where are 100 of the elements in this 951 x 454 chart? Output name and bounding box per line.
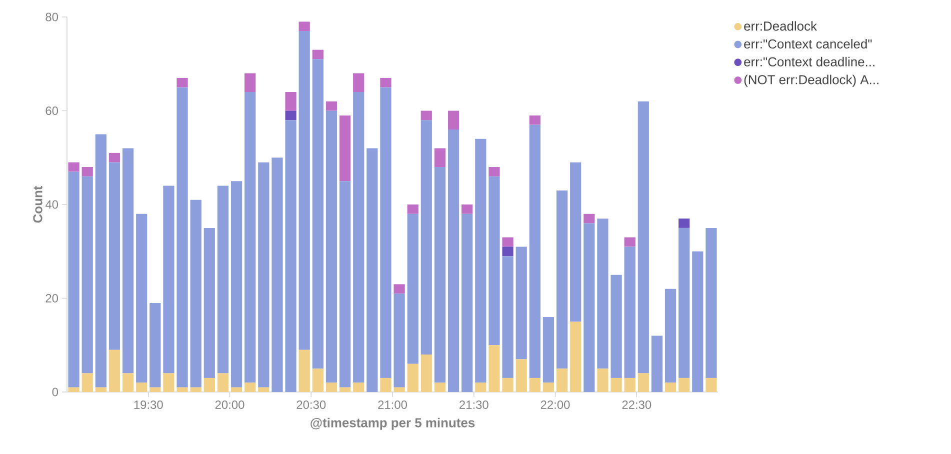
legend-label: err:"Context canceled" <box>744 39 872 49</box>
legend-label: (NOT err:Deadlock) A... <box>744 74 878 87</box>
bar <box>68 387 80 392</box>
bar <box>597 218 608 369</box>
bar <box>584 223 595 392</box>
x-tick-label: 21:30 <box>460 400 488 409</box>
bar <box>542 317 554 383</box>
bar <box>326 382 338 392</box>
bar <box>312 50 324 60</box>
bar <box>163 186 174 374</box>
bar <box>298 350 310 392</box>
legend-label: err:Deadlock <box>744 21 818 31</box>
bar <box>407 214 418 364</box>
bar <box>610 378 622 392</box>
bar <box>556 368 568 392</box>
y-tick-label: 0 <box>52 388 58 396</box>
bar <box>475 138 486 383</box>
bar <box>150 302 161 388</box>
y-tick-label: 60 <box>46 106 58 115</box>
bar <box>624 378 636 392</box>
bar <box>664 288 676 383</box>
bar <box>353 92 364 383</box>
bar <box>420 354 432 392</box>
bar <box>610 274 622 378</box>
bar <box>678 218 690 228</box>
bar <box>108 152 120 162</box>
bar <box>150 387 161 392</box>
bar <box>204 228 215 378</box>
bar <box>312 59 324 369</box>
bar <box>624 237 636 247</box>
bar <box>516 359 527 392</box>
bar <box>502 237 514 247</box>
bar <box>217 186 229 374</box>
bar <box>258 387 270 392</box>
bar <box>651 336 663 392</box>
bar <box>258 162 270 388</box>
y-axis-title: Count <box>33 186 42 223</box>
bar <box>394 294 405 388</box>
bar <box>488 176 500 346</box>
bar <box>434 148 446 167</box>
bar <box>136 382 148 392</box>
bar <box>285 120 296 392</box>
bar <box>312 368 324 392</box>
bar <box>407 204 418 214</box>
bar <box>556 190 568 369</box>
bar <box>488 345 500 392</box>
bar <box>597 368 608 392</box>
bar <box>339 387 351 392</box>
bar <box>95 387 106 392</box>
bar <box>638 101 649 374</box>
bar <box>420 110 432 120</box>
bar <box>420 120 432 354</box>
bar <box>502 256 514 378</box>
y-tick-label: 20 <box>46 294 58 302</box>
bar <box>584 214 595 224</box>
bar <box>664 382 676 392</box>
bar <box>95 134 106 388</box>
bar <box>326 101 338 111</box>
bar <box>68 162 80 172</box>
bar <box>570 322 582 392</box>
bar <box>285 92 296 111</box>
bar <box>488 167 500 176</box>
bar <box>462 214 473 392</box>
bar <box>285 110 296 120</box>
bar <box>230 387 242 392</box>
bar <box>122 148 134 374</box>
bar <box>678 378 690 392</box>
x-tick-label: 19:30 <box>134 400 163 409</box>
bar <box>353 382 364 392</box>
bar <box>244 73 256 92</box>
bar <box>380 78 392 88</box>
bar <box>190 387 202 392</box>
bar <box>136 214 148 383</box>
bar <box>570 162 582 322</box>
x-tick-label: 20:00 <box>215 400 244 409</box>
bar <box>82 373 93 392</box>
x-tick-label: 22:30 <box>622 400 652 409</box>
bar <box>108 350 120 392</box>
bar <box>190 200 202 388</box>
x-tick-label: 22:00 <box>540 400 570 409</box>
bar <box>434 167 446 383</box>
bar <box>529 115 540 125</box>
bar <box>394 387 405 392</box>
bar <box>339 115 351 182</box>
bar <box>462 204 473 214</box>
bar <box>678 228 690 378</box>
bar <box>176 78 188 88</box>
bar <box>692 251 704 392</box>
bar <box>163 373 174 392</box>
bar <box>326 110 338 383</box>
bar <box>542 382 554 392</box>
bar <box>122 373 134 392</box>
bar <box>230 181 242 388</box>
bar <box>407 364 418 392</box>
bar <box>380 87 392 378</box>
bar <box>624 246 636 378</box>
bar <box>706 228 717 378</box>
bar <box>502 246 514 256</box>
bar <box>298 31 310 350</box>
bar <box>448 130 460 392</box>
